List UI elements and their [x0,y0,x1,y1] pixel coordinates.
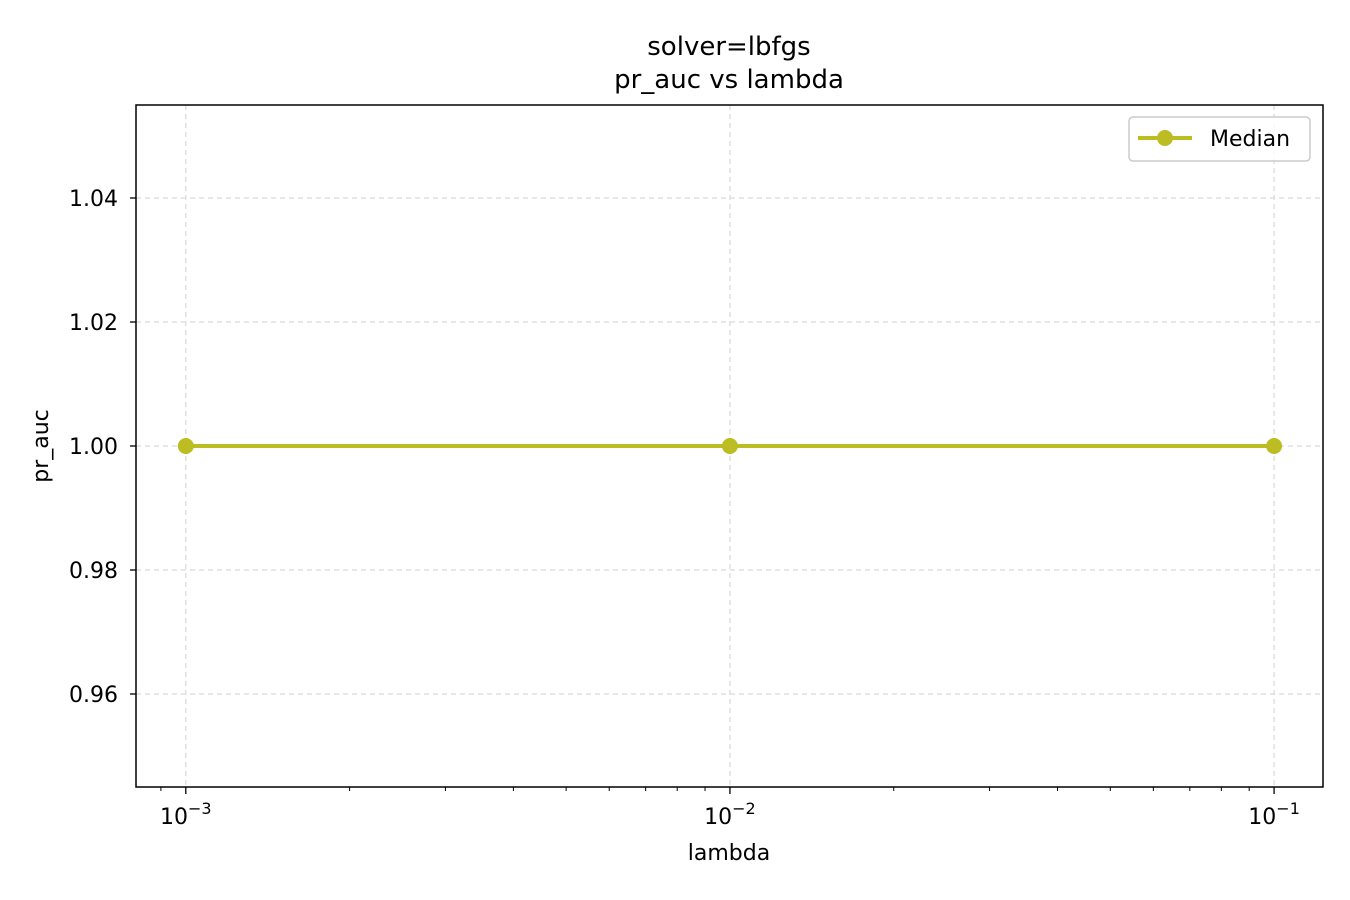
data-point [177,438,194,454]
data-point [721,438,738,454]
y-tick-label: 1.00 [69,435,118,460]
chart-title: solver=lbfgs [647,32,810,62]
data-point [1266,438,1283,454]
grid-lines [136,105,1323,787]
legend-label-median: Median [1210,127,1290,152]
chart-subtitle: pr_auc vs lambda [614,65,844,95]
y-tick-label: 1.02 [69,311,118,336]
plot-frame [135,104,1324,788]
y-tick-label: 1.04 [69,187,118,212]
x-tick-label: 10−1 [1248,799,1300,830]
x-axis-label: lambda [688,841,770,866]
x-tick-label: 10−3 [160,799,212,830]
legend-marker-swatch [1157,130,1173,146]
x-tick-label: 10−2 [704,799,756,830]
y-tick-label: 0.98 [69,559,118,584]
y-axis-label: pr_auc [29,409,54,483]
legend: Median [1128,116,1311,162]
y-tick-label: 0.96 [69,683,118,708]
legend-frame [1128,116,1311,162]
axis-ticks: 0.96 0.98 1.00 1.02 1.04 10−3 10−2 10−1 [69,187,1300,830]
series-layer [177,438,1283,454]
